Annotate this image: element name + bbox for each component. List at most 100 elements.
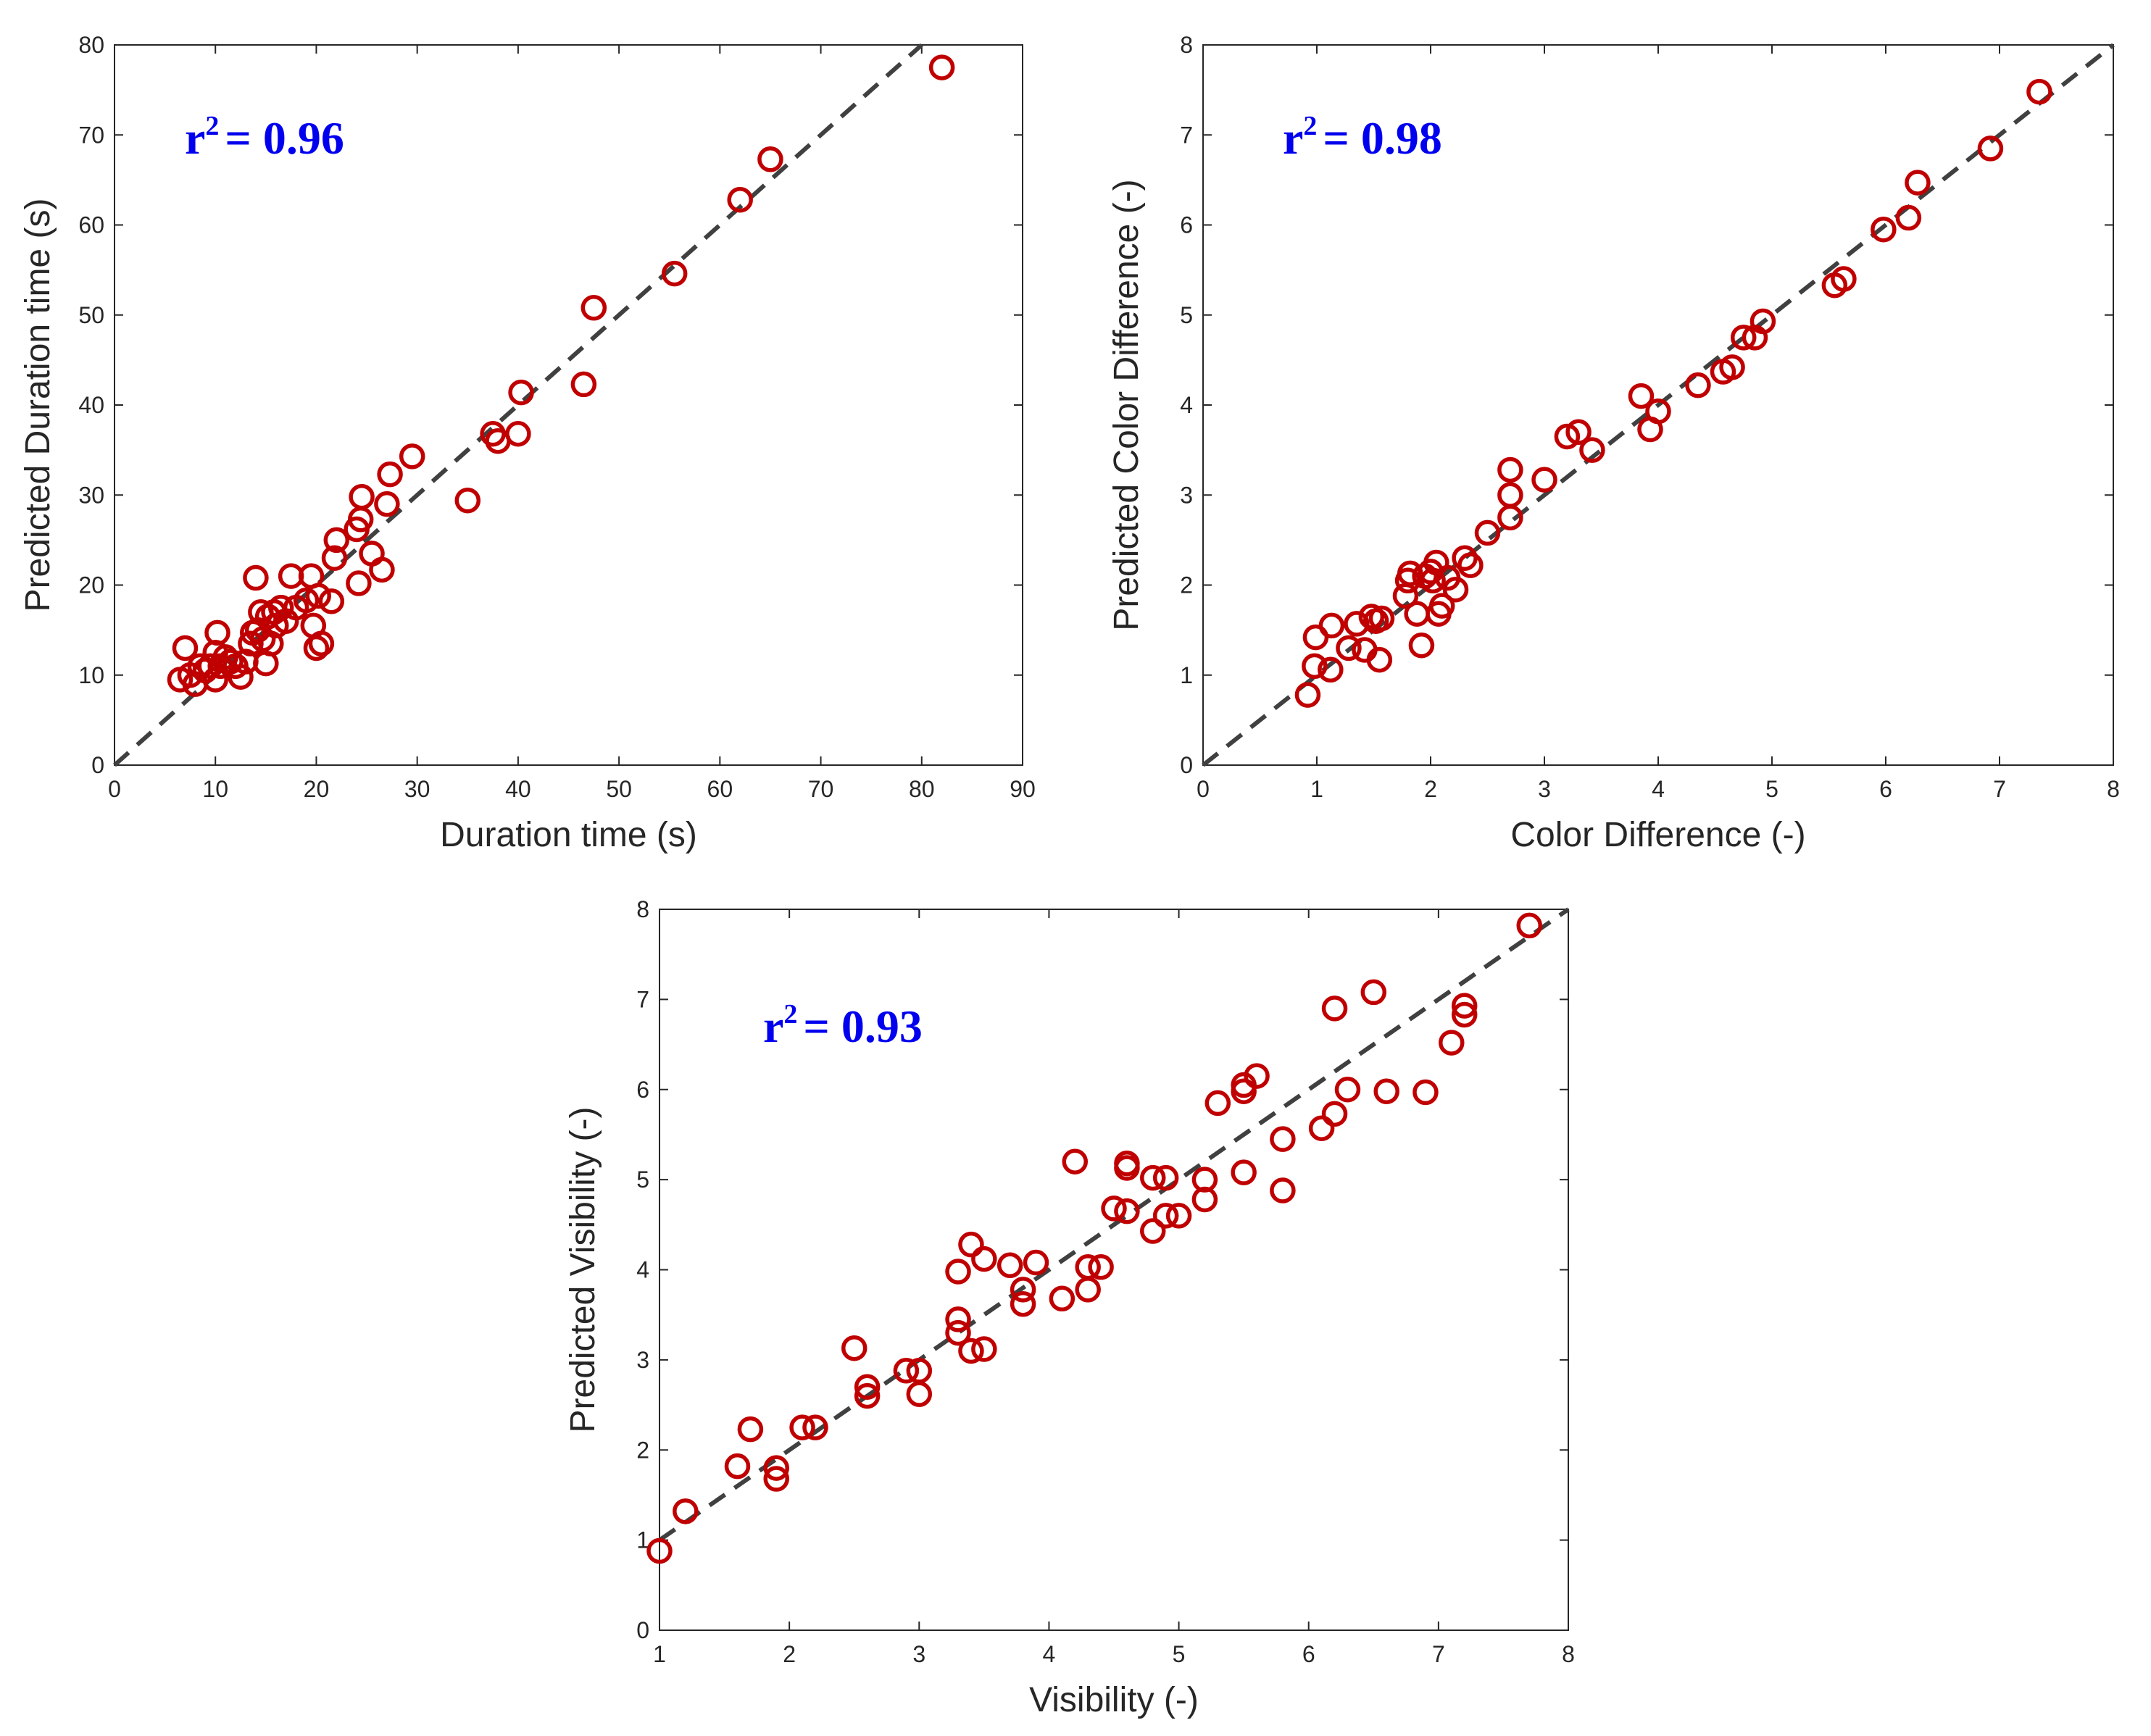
data-point [971, 1336, 997, 1362]
data-point [202, 667, 228, 693]
data-point [308, 630, 335, 657]
x-tick-label: 5 [1173, 1641, 1186, 1667]
data-point [958, 1338, 984, 1364]
data-point [1270, 1177, 1296, 1203]
data-point [505, 421, 531, 447]
x-tick-label: 7 [1432, 1641, 1445, 1667]
data-point [1731, 325, 1757, 351]
data-point [1321, 996, 1348, 1022]
x-tick-label: 40 [505, 776, 531, 802]
data-point [945, 1259, 971, 1285]
chart-panel-1: 0 10 20 30 40 50 60 70 80 90 0 10 20 30 40 50 60 70 80 Dura… [19, 32, 1036, 854]
x-axis-label: Visibility (-) [1029, 1681, 1199, 1719]
y-tick-label: 0 [91, 752, 104, 778]
data-point [1685, 372, 1711, 398]
r-squared-annotation: r2 = 0.93 [763, 999, 923, 1052]
data-point [1749, 308, 1776, 335]
data-point [906, 1358, 933, 1384]
y-tick-label: 5 [1180, 302, 1193, 328]
data-point [1139, 1218, 1166, 1244]
data-point [1302, 653, 1328, 680]
data-point [971, 1245, 997, 1272]
data-point [204, 619, 230, 646]
r-squared-exponent: 2 [1303, 111, 1317, 141]
data-point [1366, 646, 1393, 673]
data-point [1205, 1090, 1231, 1117]
y-tick-label: 0 [636, 1617, 649, 1643]
data-point [1420, 567, 1446, 594]
data-point [1114, 1150, 1140, 1177]
data-point [763, 1466, 789, 1492]
y-tick-label: 10 [78, 662, 104, 688]
y-tick-label: 7 [636, 986, 649, 1012]
data-point [1645, 398, 1671, 425]
r-squared-base: r [185, 112, 205, 164]
y-tick-label: 0 [1180, 752, 1193, 778]
x-tick-label: 80 [909, 776, 935, 802]
y-axis-label: Predicted Duration time (s) [19, 199, 57, 612]
y-tick-label: 1 [1180, 662, 1193, 688]
data-point [1152, 1203, 1179, 1229]
data-point [1344, 611, 1370, 637]
data-point [1049, 1285, 1076, 1312]
x-tick-label: 3 [912, 1641, 925, 1667]
y-tick-label: 80 [78, 32, 104, 58]
x-axis-label: Duration time (s) [440, 816, 697, 854]
data-point [346, 570, 372, 596]
data-point [581, 295, 607, 321]
data-point [1442, 576, 1469, 603]
data-point [1905, 170, 1931, 196]
data-point [841, 1335, 868, 1361]
data-point [243, 564, 269, 591]
data-point [1318, 656, 1344, 683]
data-point [1554, 423, 1581, 450]
data-point [1451, 1001, 1478, 1028]
data-point [1114, 1198, 1140, 1224]
x-tick-label: 70 [808, 776, 834, 802]
r-squared-exponent: 2 [783, 999, 797, 1030]
data-point [997, 1252, 1023, 1279]
x-tick-label: 90 [1010, 776, 1036, 802]
data-point [1412, 1079, 1439, 1106]
y-tick-label: 4 [636, 1257, 649, 1283]
data-point [724, 1453, 751, 1480]
x-tick-label: 6 [1302, 1641, 1315, 1667]
x-tick-label: 0 [1197, 776, 1210, 802]
x-tick-label: 4 [1043, 1641, 1056, 1667]
data-point [1895, 204, 1922, 231]
data-point [454, 487, 481, 514]
data-point [1010, 1291, 1036, 1317]
data-point [1152, 1164, 1179, 1191]
y-tick-label: 40 [78, 392, 104, 418]
data-point [802, 1414, 828, 1440]
data-point [1336, 635, 1362, 662]
data-point [646, 1537, 673, 1564]
y-axis-label: Predicted Color Difference (-) [1107, 179, 1146, 630]
data-point [2026, 78, 2052, 105]
data-point [1023, 1249, 1049, 1276]
x-tick-label: 60 [707, 776, 733, 802]
data-point [1191, 1167, 1218, 1193]
r-squared-value: = 0.93 [803, 1001, 922, 1052]
data-point [763, 1455, 789, 1481]
data-point [1270, 1126, 1296, 1152]
data-point [1368, 605, 1395, 632]
data-point [1831, 266, 1857, 292]
data-point [258, 630, 284, 657]
data-point [1628, 383, 1655, 409]
data-point [854, 1374, 881, 1400]
data-point [293, 587, 320, 614]
data-point [1075, 1254, 1101, 1280]
y-tick-label: 3 [636, 1347, 649, 1373]
data-point [1497, 482, 1523, 508]
data-point [1439, 1030, 1465, 1056]
x-tick-label: 10 [202, 776, 228, 802]
data-point [570, 371, 597, 398]
y-tick-label: 4 [1180, 392, 1193, 418]
x-tick-label: 5 [1765, 776, 1778, 802]
data-point [1308, 1115, 1335, 1141]
data-point [1358, 604, 1385, 630]
x-tick-label: 1 [653, 1641, 666, 1667]
x-tick-label: 6 [1879, 776, 1892, 802]
